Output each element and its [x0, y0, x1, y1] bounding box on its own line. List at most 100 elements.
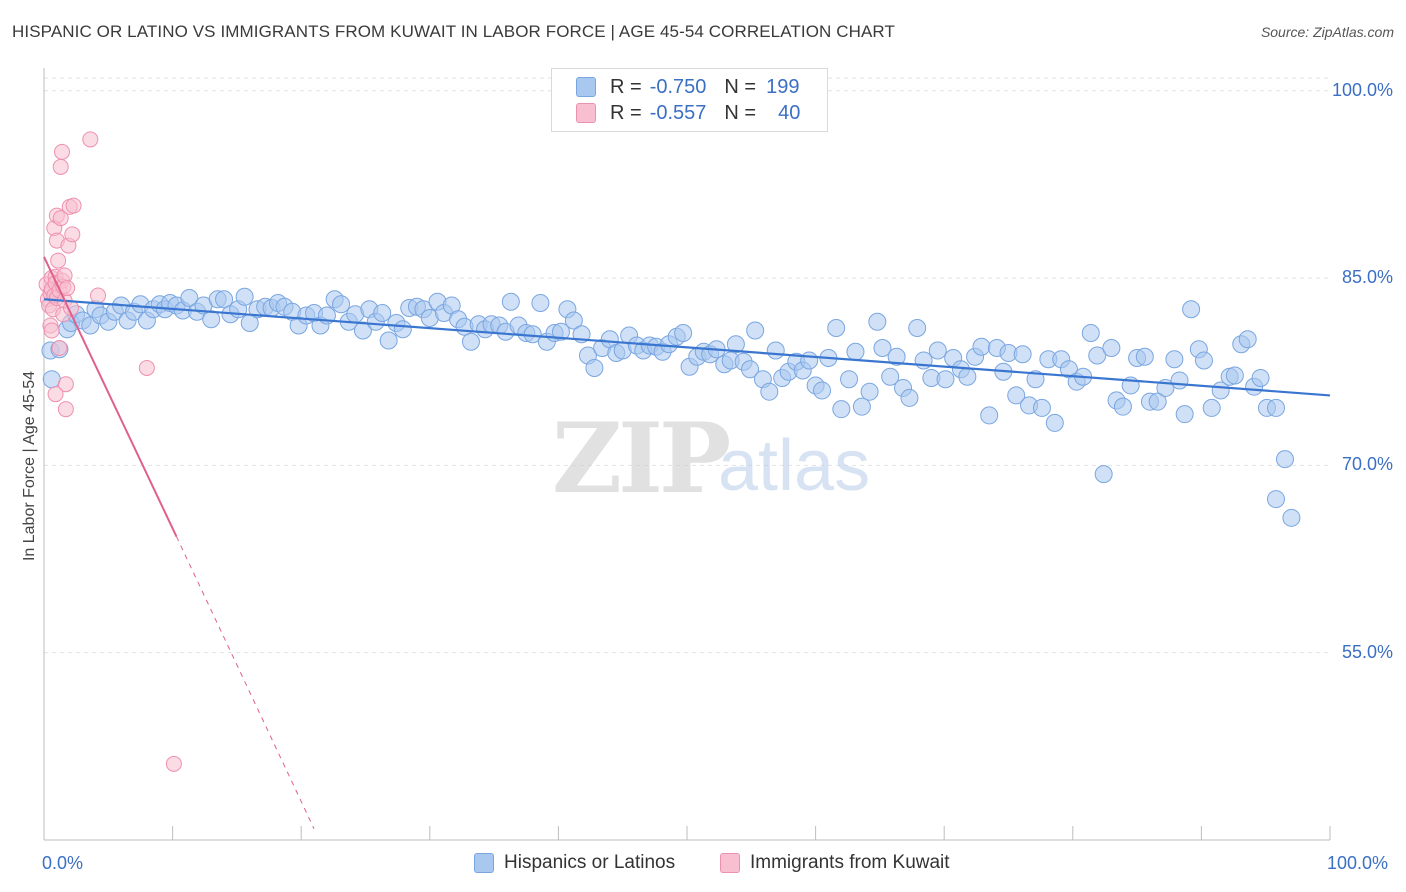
y-axis-label: In Labor Force | Age 45-54 — [21, 370, 38, 562]
x-tick-label-min: 0.0% — [42, 853, 84, 873]
legend-item-hispanics[interactable]: Hispanics or Latinos — [474, 852, 675, 874]
legend-label-kuwait: Immigrants from Kuwait — [750, 852, 950, 873]
legend-r-value: -0.557 — [649, 101, 707, 124]
data-point-hispanics — [373, 304, 392, 323]
data-point-hispanics — [900, 388, 919, 407]
data-point-hispanics — [746, 321, 765, 340]
data-point-hispanics — [461, 332, 480, 351]
data-point-hispanics — [393, 320, 412, 339]
data-point-kuwait — [138, 359, 155, 376]
data-point-hispanics — [1251, 368, 1270, 387]
data-point-hispanics — [860, 382, 879, 401]
data-point-hispanics — [1175, 405, 1194, 424]
data-point-kuwait — [90, 287, 107, 304]
trend-lines — [43, 256, 1331, 829]
data-point-hispanics — [1113, 397, 1132, 416]
data-point-hispanics — [353, 321, 372, 340]
data-point-hispanics — [1088, 346, 1107, 365]
legend-item-kuwait[interactable]: Immigrants from Kuwait — [720, 852, 950, 874]
data-point-hispanics — [980, 406, 999, 425]
data-point-kuwait — [165, 755, 182, 772]
watermark: ZIP atlas — [552, 402, 870, 515]
legend-swatch-blue — [576, 77, 596, 97]
legend-n-label: N = — [724, 75, 757, 98]
data-point-hispanics — [1238, 330, 1257, 349]
data-point-hispanics — [936, 370, 955, 389]
legend-n-value: 40 — [778, 101, 801, 124]
data-point-kuwait — [43, 322, 60, 339]
axes — [43, 68, 1331, 841]
data-point-hispanics — [846, 342, 865, 361]
legend-label-hispanics: Hispanics or Latinos — [504, 852, 676, 873]
data-point-hispanics — [972, 337, 991, 356]
data-point-hispanics — [958, 367, 977, 386]
data-point-hispanics — [379, 331, 398, 350]
data-point-hispanics — [180, 289, 199, 308]
y-tick-label: 55.0% — [1341, 641, 1393, 662]
data-point-kuwait — [57, 401, 74, 418]
data-point-hispanics — [852, 397, 871, 416]
data-point-hispanics — [873, 338, 892, 357]
data-point-hispanics — [908, 319, 927, 337]
series-legend: Hispanics or Latinos Immigrants from Kuw… — [0, 852, 1406, 878]
chart-title: HISPANIC OR LATINO VS IMMIGRANTS FROM KU… — [12, 22, 895, 41]
data-point-hispanics — [585, 358, 604, 377]
legend-n-label: N = — [724, 101, 757, 124]
data-point-hispanics — [1165, 350, 1184, 369]
data-point-hispanics — [840, 370, 859, 389]
data-point-kuwait — [65, 197, 82, 214]
data-point-kuwait — [57, 376, 74, 393]
y-tick-label: 70.0% — [1341, 454, 1393, 475]
trend-line-hispanics — [43, 298, 1331, 397]
data-point-hispanics — [827, 319, 846, 337]
data-point-hispanics — [1007, 386, 1026, 405]
data-point-hispanics — [1013, 345, 1032, 364]
data-point-kuwait — [52, 158, 69, 175]
data-point-hispanics — [1266, 398, 1285, 417]
data-point-kuwait — [64, 226, 81, 243]
data-point-kuwait — [52, 210, 69, 227]
data-point-hispanics — [1026, 370, 1045, 389]
y-tick-label: 100.0% — [1331, 79, 1393, 100]
data-point-hispanics — [1282, 508, 1301, 527]
data-point-hispanics — [332, 295, 351, 314]
data-point-hispanics — [674, 323, 693, 342]
series-kuwait-points — [38, 131, 182, 772]
data-point-kuwait — [50, 252, 67, 269]
trend-line-kuwait — [43, 256, 178, 537]
data-point-hispanics — [1182, 300, 1201, 319]
data-point-hispanics — [1135, 347, 1154, 366]
legend-swatch-blue — [474, 853, 494, 873]
data-point-hispanics — [1194, 351, 1213, 370]
data-point-hispanics — [42, 370, 61, 389]
data-point-hispanics — [813, 381, 832, 400]
data-point-hispanics — [1102, 338, 1121, 357]
data-point-hispanics — [1148, 392, 1167, 411]
data-point-hispanics — [215, 290, 234, 309]
data-point-hispanics — [1081, 323, 1100, 342]
legend-n-value: 199 — [766, 75, 800, 98]
data-point-hispanics — [1266, 490, 1285, 509]
legend-r-label: R = — [610, 101, 642, 124]
legend-swatch-pink — [576, 103, 596, 123]
y-tick-label: 85.0% — [1341, 267, 1393, 288]
data-point-hispanics — [1225, 366, 1244, 385]
legend-row-hispanics: R = -0.750 N = 199 — [576, 75, 799, 99]
data-point-hispanics — [1032, 398, 1051, 417]
x-tick-label-max: 100.0% — [1327, 853, 1389, 873]
watermark-zip: ZIP — [552, 402, 729, 515]
data-point-hispanics — [741, 360, 760, 379]
data-point-hispanics — [1170, 371, 1189, 390]
trend-line-kuwait-extrapolated — [176, 536, 315, 829]
data-point-hispanics — [887, 347, 906, 366]
data-point-hispanics — [760, 382, 779, 401]
data-point-hispanics — [881, 367, 900, 386]
data-point-hispanics — [551, 322, 570, 341]
watermark-atlas: atlas — [718, 426, 870, 506]
data-point-hispanics — [868, 312, 887, 331]
data-point-kuwait — [82, 131, 99, 148]
data-point-hispanics — [501, 292, 520, 311]
data-point-hispanics — [832, 400, 851, 419]
legend-r-value: -0.750 — [649, 75, 707, 98]
data-point-hispanics — [1094, 465, 1113, 484]
